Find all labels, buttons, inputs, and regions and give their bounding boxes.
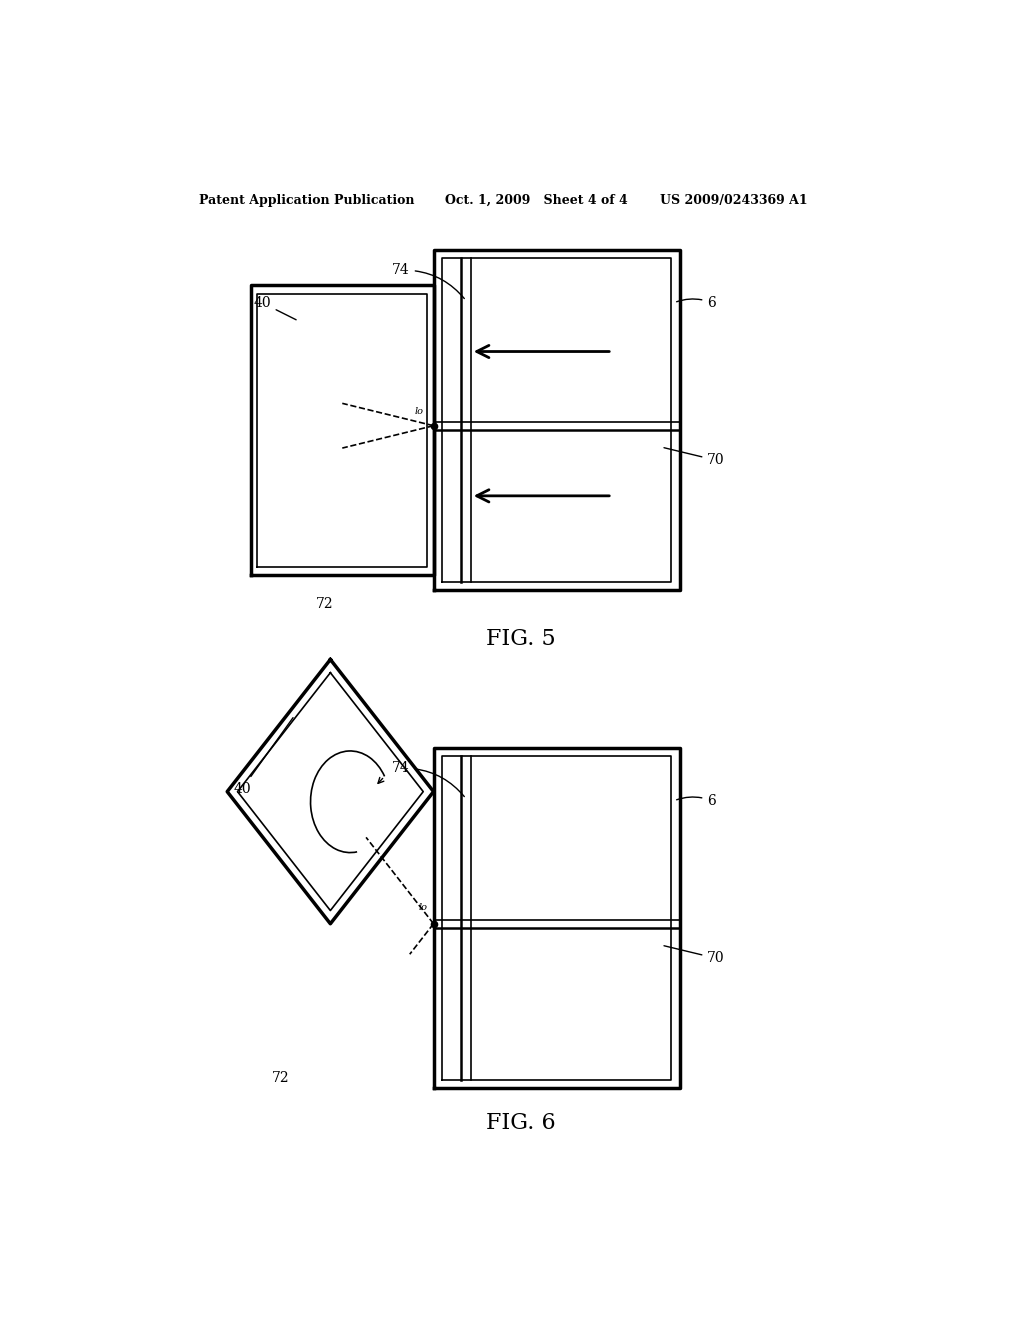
Text: 70: 70 xyxy=(664,945,725,965)
Text: 72: 72 xyxy=(271,1071,289,1085)
Text: 6: 6 xyxy=(677,296,716,310)
Text: 74: 74 xyxy=(392,263,464,298)
Text: 70: 70 xyxy=(664,447,725,467)
Text: 40: 40 xyxy=(233,718,293,796)
Text: 74: 74 xyxy=(392,762,464,796)
Text: 72: 72 xyxy=(316,598,334,611)
Text: lo: lo xyxy=(415,407,424,416)
Text: US 2009/0243369 A1: US 2009/0243369 A1 xyxy=(659,194,807,207)
Text: lo: lo xyxy=(418,903,427,912)
Text: FIG. 5: FIG. 5 xyxy=(486,628,556,649)
Text: 6: 6 xyxy=(677,793,716,808)
Text: Patent Application Publication: Patent Application Publication xyxy=(200,194,415,207)
Text: 40: 40 xyxy=(253,296,296,319)
Text: FIG. 6: FIG. 6 xyxy=(486,1111,556,1134)
Text: Oct. 1, 2009   Sheet 4 of 4: Oct. 1, 2009 Sheet 4 of 4 xyxy=(445,194,628,207)
